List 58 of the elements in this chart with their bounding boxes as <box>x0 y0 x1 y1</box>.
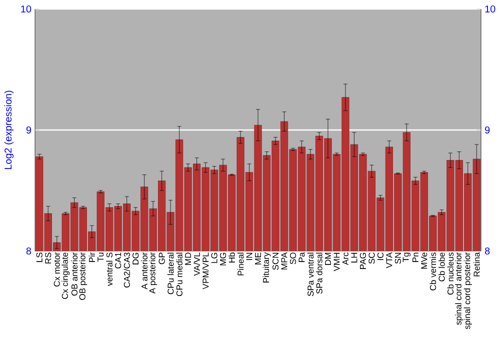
x-tick-label: SO <box>290 252 296 264</box>
y-axis-title: Log2 (expression) <box>4 90 14 170</box>
y-tick-label: 10 <box>21 5 32 13</box>
x-tick-label: SCN <box>272 252 279 270</box>
x-tick-label: GP <box>158 252 165 264</box>
x-tick-label: Pn <box>412 252 418 262</box>
x-tick-label: MPA <box>281 252 288 270</box>
x-tick-label: MVe <box>421 252 428 269</box>
x-tick-label: RS <box>45 252 52 264</box>
x-tick-label: Pineal <box>237 252 244 276</box>
x-tick-label: Arc <box>342 252 348 266</box>
x-tick-label: CA2/CA3 <box>124 252 130 288</box>
x-tick-label: A anterior <box>141 252 148 290</box>
x-tick-label: ventral S <box>106 252 112 286</box>
x-tick-label: DG <box>132 252 139 264</box>
x-tick-label: spinal cord anterior <box>455 252 464 325</box>
x-tick-label: Cx cingulate <box>62 252 70 299</box>
x-tick-label: VA/VL <box>194 252 200 276</box>
x-tick-label: DM <box>325 252 331 265</box>
x-tick-label: Pir <box>88 252 95 262</box>
x-tick-label: CA1 <box>115 252 122 268</box>
x-tick-label: SN <box>394 252 401 264</box>
x-tick-label: CPu lateral <box>167 252 174 294</box>
x-tick-label: MG <box>220 252 226 266</box>
x-tick-label: VPM/VPL <box>202 252 209 290</box>
y2-tick-label: 8 <box>484 247 490 255</box>
x-tick-label: IC <box>377 252 384 260</box>
x-tick-label: VMH <box>334 252 340 272</box>
y2-tick-label: 9 <box>485 126 490 134</box>
x-tick-label: OB posterior <box>79 252 88 300</box>
x-tick-label: OB anterior <box>71 252 78 296</box>
x-tick-label: VTA <box>386 252 392 268</box>
x-tick-label: Cb nucleus <box>447 252 454 295</box>
x-tick-label: LG <box>211 252 218 263</box>
y-tick-label: 8 <box>26 247 32 255</box>
x-tick-label: MD <box>185 252 191 265</box>
x-tick-label: SPa ventral <box>307 252 314 296</box>
x-tick-label: Cx motor <box>54 252 60 287</box>
x-tick-label: Cb lobe <box>438 252 445 282</box>
x-tick-label: LS <box>36 252 42 262</box>
y2-tick-label: 10 <box>485 5 496 13</box>
x-tick-label: Cb vermis <box>430 252 436 290</box>
x-tick-label: LH <box>351 252 358 262</box>
x-tick-label: IN <box>246 252 252 260</box>
x-tick-label: ME <box>255 252 261 264</box>
x-tick-label: SPa dorsal <box>316 252 322 294</box>
x-tick-label: Pa <box>298 252 305 262</box>
x-tick-label: Hb <box>228 252 235 262</box>
x-tick-label: Pituitary <box>262 252 271 282</box>
x-tick-label: spinal cord posterior <box>464 252 472 330</box>
y-tick-label: 9 <box>26 126 32 134</box>
x-tick-label: SC <box>368 252 375 264</box>
x-tick-label: A posterior <box>149 252 158 294</box>
x-tick-label: PAG <box>360 252 366 269</box>
x-tick-label: Tg <box>402 252 411 262</box>
x-tick-label: Tu <box>98 252 104 262</box>
x-tick-label: CPu medial <box>176 252 182 296</box>
x-tick-label: Retina <box>473 252 480 276</box>
